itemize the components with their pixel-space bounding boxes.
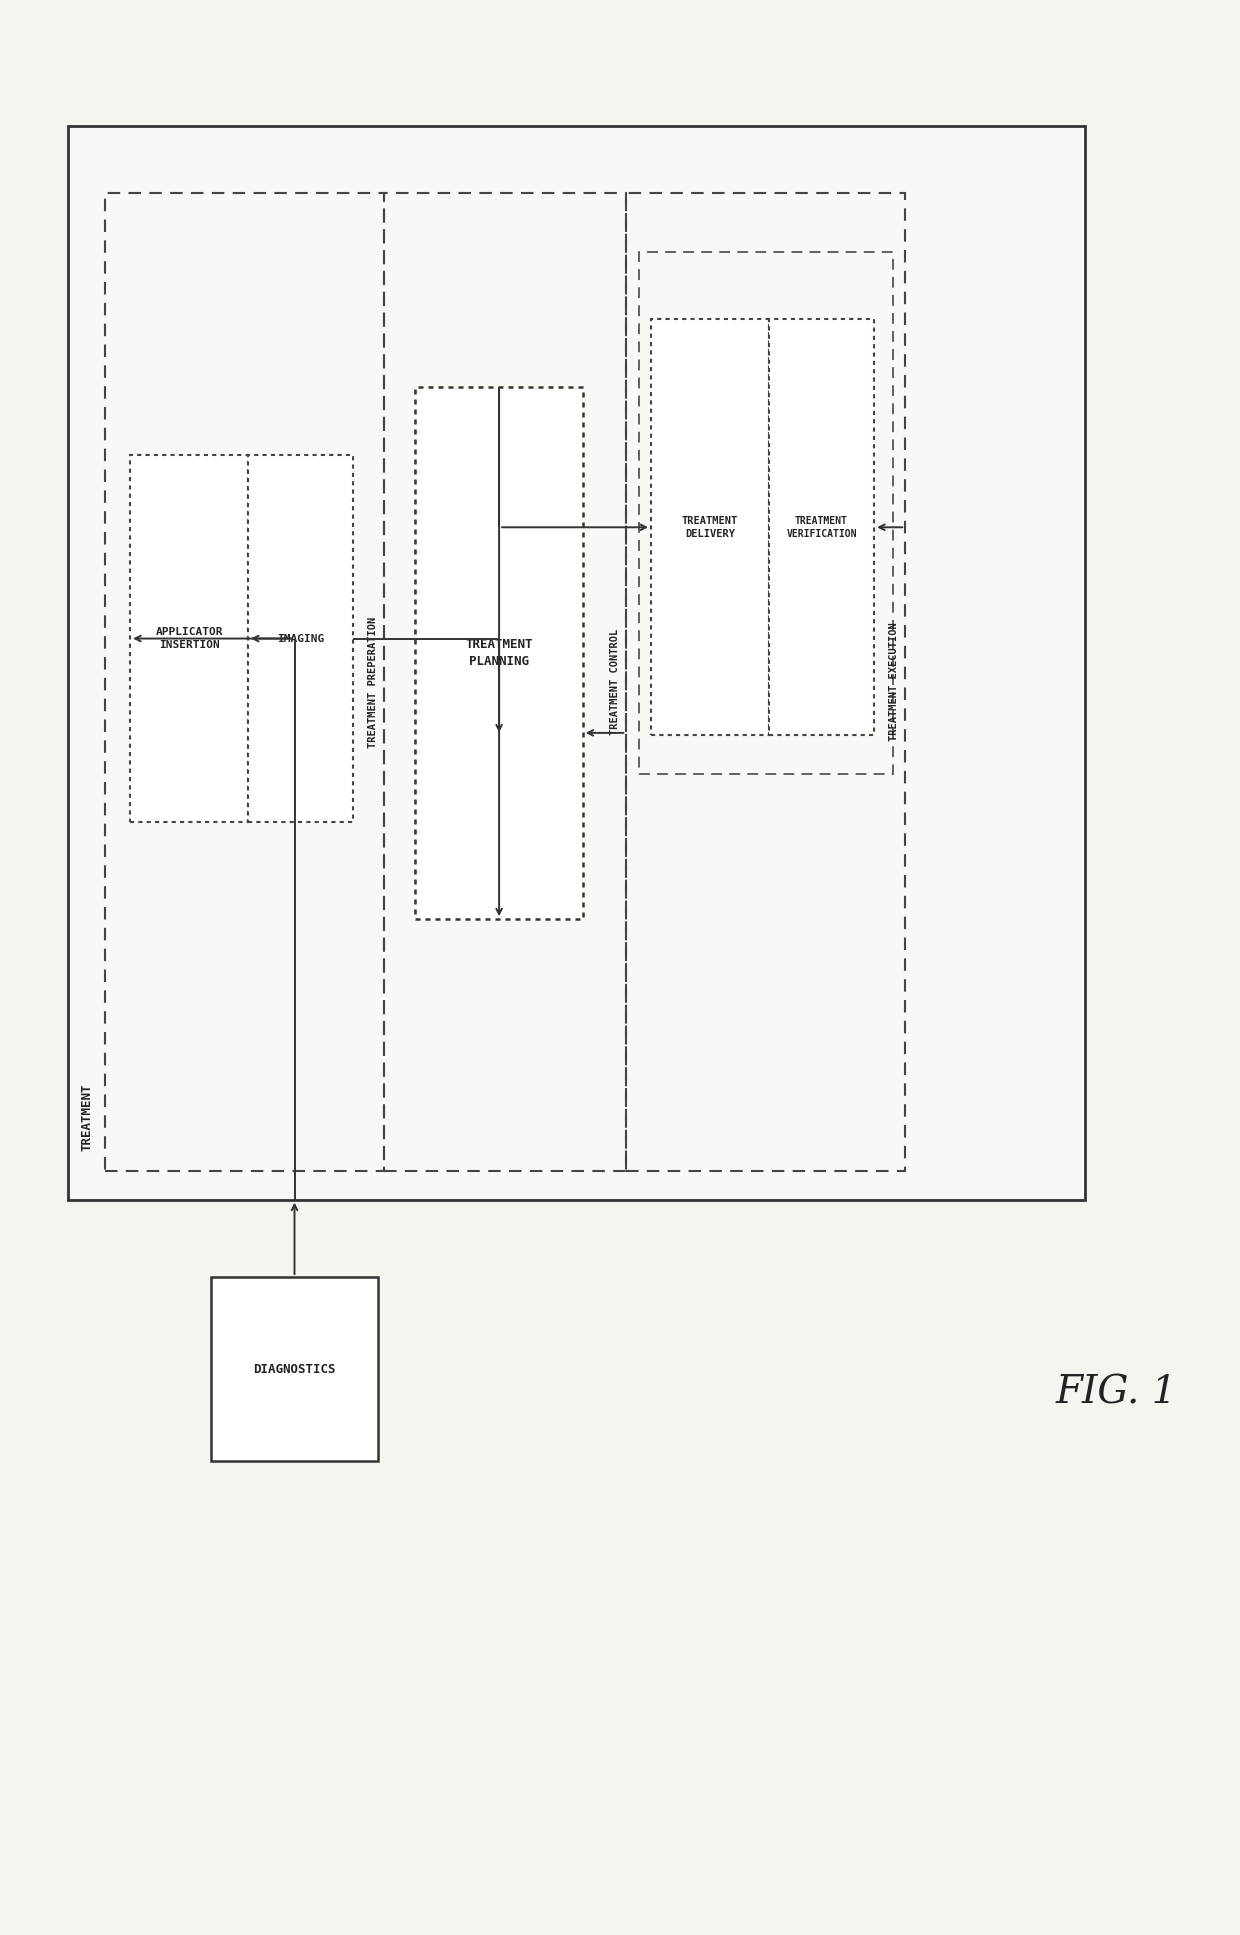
- Bar: [105, 194, 384, 1171]
- Bar: [68, 126, 1085, 1200]
- Bar: [384, 194, 626, 1171]
- Bar: [130, 455, 248, 822]
- Bar: [651, 319, 769, 735]
- Text: DIAGNOSTICS: DIAGNOSTICS: [253, 1362, 336, 1376]
- Bar: [211, 1277, 378, 1461]
- Text: FIG. 1: FIG. 1: [1055, 1374, 1177, 1413]
- Text: TREATMENT: TREATMENT: [81, 1084, 93, 1151]
- Bar: [639, 252, 893, 774]
- Text: TREATMENT PREPERATION: TREATMENT PREPERATION: [368, 617, 378, 747]
- Text: TREATMENT CONTROL: TREATMENT CONTROL: [610, 629, 620, 735]
- Text: TREATMENT
DELIVERY: TREATMENT DELIVERY: [682, 517, 738, 538]
- Text: TREATMENT
VERIFICATION: TREATMENT VERIFICATION: [786, 517, 857, 538]
- Text: IMAGING: IMAGING: [277, 633, 325, 644]
- Text: TREATMENT EXECUTION: TREATMENT EXECUTION: [889, 623, 899, 741]
- Text: TREATMENT
PLANNING: TREATMENT PLANNING: [465, 639, 533, 668]
- Bar: [415, 387, 583, 919]
- Bar: [626, 194, 905, 1171]
- Text: APPLICATOR
INSERTION: APPLICATOR INSERTION: [155, 627, 223, 650]
- Bar: [769, 319, 874, 735]
- Bar: [248, 455, 353, 822]
